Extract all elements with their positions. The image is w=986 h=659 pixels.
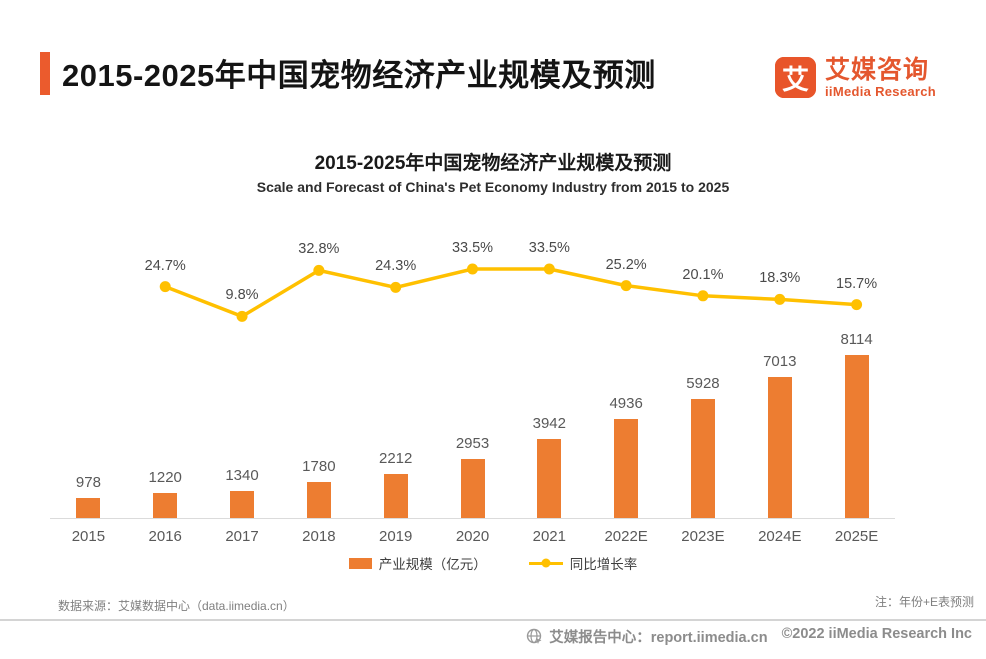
bar-2019 [383,473,408,518]
iimedia-logo: 艾 艾媒咨询 iiMedia Research [775,57,936,100]
growth-rate-label: 9.8% [225,287,259,304]
forecast-note: 注：年份+E表预测 [874,595,974,609]
growth-point [697,290,709,302]
x-axis-label: 2020 [455,528,490,545]
title-accent-bar [40,52,50,95]
x-axis-label: 2022E [604,528,648,545]
growth-rate-label: 18.3% [759,270,801,287]
bar-2021 [537,438,562,518]
growth-rate-label: 33.5% [451,240,494,256]
logo-text: 艾媒咨询 iiMedia Research [825,57,936,100]
logo-name-cn: 艾媒咨询 [825,56,930,84]
growth-point [774,293,786,305]
x-axis-label: 2023E [681,528,725,545]
bar-value-label: 4936 [609,394,643,412]
growth-point [620,280,632,292]
growth-rate-label: 33.5% [528,240,570,256]
x-axis-label: 2021 [532,528,566,545]
growth-point [467,263,478,275]
line-series-label: 同比增长率 [569,557,638,572]
bar-value-label: 1220 [148,469,182,487]
bar-value-label: 1340 [225,467,259,485]
globe-icon [527,628,542,644]
bar-2022e [614,418,639,518]
x-axis-label: 2016 [148,528,182,545]
bar-2023e [690,398,715,518]
growth-rate-label: 24.7% [144,257,186,274]
x-axis-label: 2019 [378,528,413,545]
bar-value-label: 3942 [532,414,566,432]
bar-value-label: 2953 [455,434,490,452]
growth-point [543,263,555,275]
x-axis-label: 2025E [834,528,879,545]
legend-item-line: 同比增长率 [528,553,638,573]
bar-2025e [844,355,869,518]
legend-item-bar: 产业规模（亿元） [348,553,487,573]
page-title: 2015-2025年中国宠物经济产业规模及预测 [62,58,656,93]
bar-value-label: 8114 [840,331,873,348]
growth-rate-label: 15.7% [836,275,878,292]
bar-value-label: 5928 [686,374,720,392]
growth-point [851,299,863,311]
x-axis-label: 2015 [71,528,106,545]
growth-point [313,264,325,276]
bar-value-label: 978 [75,474,101,492]
growth-rate-label: 24.3% [375,258,417,275]
bar-2016 [153,493,178,518]
bar-value-label: 7013 [763,353,797,371]
x-axis-label: 2024E [758,528,802,545]
footer-bar: 艾媒报告中心：report.iimedia.cn ©2022 iiMedia R… [0,619,986,659]
bar-value-label: 1780 [302,458,336,476]
x-axis-label: 2018 [302,528,336,545]
chart-legend: 产业规模（亿元） 同比增长率 [0,553,986,573]
growth-rate-label: 25.2% [605,256,647,273]
data-source-note: 数据来源：艾媒数据中心（data.iimedia.cn） [58,599,295,613]
logo-name-en: iiMedia Research [825,84,937,99]
x-axis-line [50,518,895,519]
bar-series-label: 产业规模（亿元） [378,557,487,572]
report-center-label: 艾媒报告中心：report.iimedia.cn [549,630,768,646]
copyright-label: ©2022 iiMedia Research Inc [781,626,972,642]
bar-2017 [230,491,255,518]
chart-subtitle: Scale and Forecast of China's Pet Econom… [256,179,730,195]
bar-2015 [76,498,101,518]
bar-2024e [767,377,792,518]
copyright: ©2022 iiMedia Research Inc [782,626,972,642]
report-center: 艾媒报告中心：report.iimedia.cn [526,626,768,647]
bar-2020 [460,458,485,518]
bar-series-swatch [348,557,372,569]
growth-rate-label: 20.1% [682,266,724,283]
line-series-swatch [528,561,563,565]
iimedia-logo-icon: 艾 [775,57,816,98]
chart-title: 2015-2025年中国宠物经济产业规模及预测 [314,153,672,174]
growth-point [159,281,171,293]
growth-rate-label: 32.8% [298,241,340,258]
bar-value-label: 2212 [378,449,413,467]
x-axis-label: 2017 [225,528,259,545]
growth-point [236,310,248,322]
bar-2018 [306,482,331,518]
growth-point [390,281,402,293]
